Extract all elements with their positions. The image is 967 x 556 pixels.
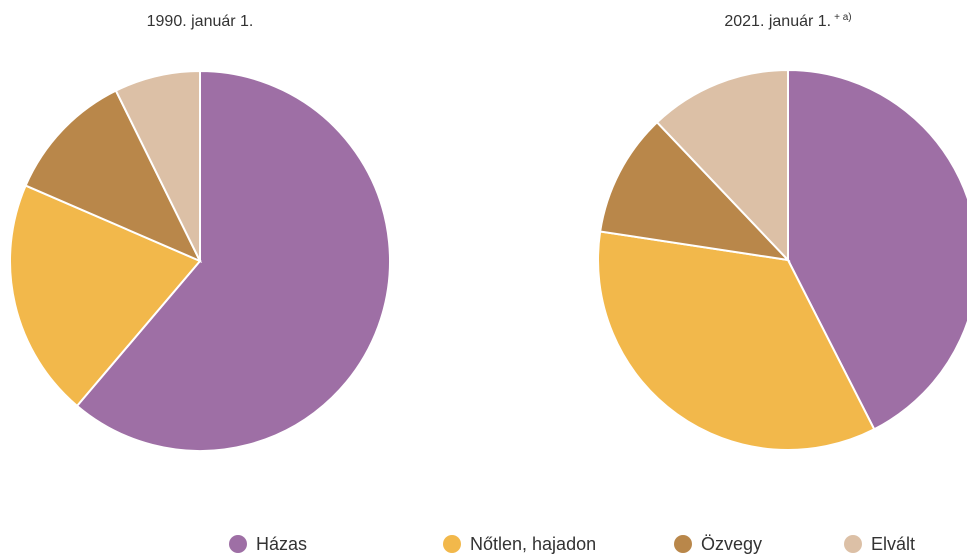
legend-swatch bbox=[229, 535, 247, 553]
pie-slice bbox=[787, 68, 967, 431]
title-note: + a) bbox=[834, 12, 852, 23]
legend-swatch bbox=[674, 535, 692, 553]
pie-slice bbox=[597, 230, 876, 451]
legend-swatch bbox=[443, 535, 461, 553]
title-text: 2021. január 1. bbox=[724, 13, 831, 30]
legend-swatch bbox=[844, 535, 862, 553]
legend-label: Házas bbox=[256, 534, 307, 554]
legend-label: Elvált bbox=[871, 534, 915, 554]
pie-slice bbox=[114, 69, 201, 262]
pie-slice bbox=[599, 120, 791, 262]
pie-slice bbox=[24, 89, 203, 263]
legend-label: Nőtlen, hajadon bbox=[470, 534, 596, 554]
pie-slice bbox=[75, 69, 391, 452]
legend-label: Özvegy bbox=[701, 534, 762, 554]
chart-title: 1990. január 1. bbox=[147, 13, 254, 30]
pie-slice bbox=[655, 68, 789, 263]
chart-title: 2021. január 1. + a) bbox=[724, 12, 851, 31]
